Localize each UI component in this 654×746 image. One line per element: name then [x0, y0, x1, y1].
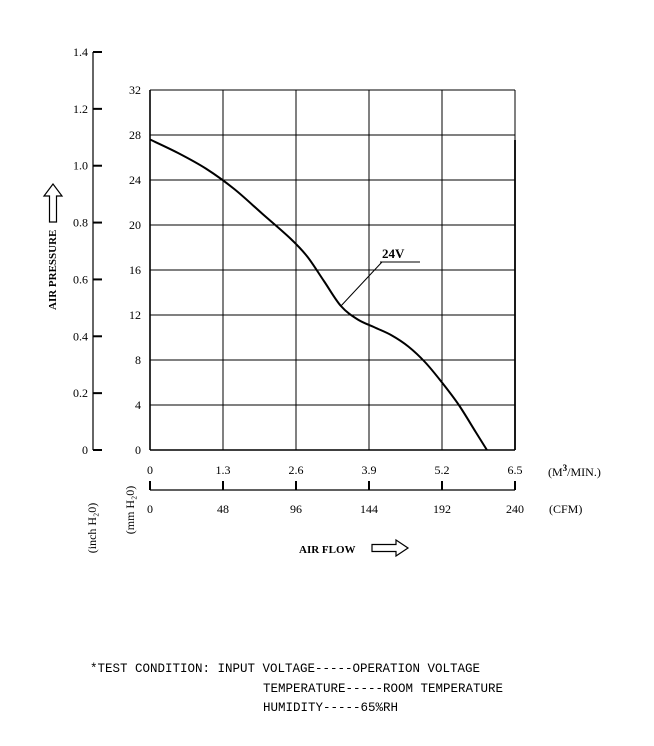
x-secondary-tick-label: 192 [433, 502, 451, 516]
y-secondary-tick-label: 0 [82, 443, 88, 457]
up-arrow-icon [42, 183, 64, 223]
y-primary-tick-label: 28 [129, 128, 141, 142]
y-secondary-unit: (inch H₂0) [85, 503, 99, 554]
test-condition-line3: HUMIDITY-----65%RH [263, 701, 399, 715]
x-primary-tick-label: 1.3 [216, 463, 231, 477]
x-secondary-tick-label: 240 [506, 502, 524, 516]
y-secondary-tick-label: 0.4 [73, 329, 88, 343]
y-primary-tick-label: 0 [135, 443, 141, 457]
x-primary-unit: (M3/MIN.) [548, 463, 601, 479]
x-axis-title-group: AIR FLOW [299, 538, 410, 558]
y-primary-unit: (mm H₂0) [123, 486, 137, 535]
series-label-24v: 24V [382, 246, 405, 261]
test-condition-line2: TEMPERATURE-----ROOM TEMPERATURE [263, 682, 504, 696]
x-primary-tick-label: 2.6 [289, 463, 304, 477]
y-primary-tick-label: 32 [129, 83, 141, 97]
x-primary-tick-label: 5.2 [435, 463, 450, 477]
y-primary-tick-label: 20 [129, 218, 141, 232]
y-secondary-tick-label: 0.6 [73, 272, 88, 286]
x-primary-tick-label: 6.5 [508, 463, 523, 477]
chart-grid [149, 89, 516, 451]
y-axis-title-group: AIR PRESSURE [42, 183, 64, 310]
mm-axis-ticks: 0 4 8 12 16 20 24 28 32 [129, 83, 141, 457]
y-primary-tick-label: 12 [129, 308, 141, 322]
y-primary-tick-label: 4 [135, 398, 141, 412]
inch-axis: 0 0.2 0.4 0.6 0.8 1.0 1.2 1.4 [73, 45, 102, 457]
m3min-axis-ticks: 0 1.3 2.6 3.9 5.2 6.5 [147, 463, 523, 477]
right-arrow-icon [371, 538, 410, 558]
x-secondary-tick-label: 144 [360, 502, 378, 516]
test-condition-line1: *TEST CONDITION: INPUT VOLTAGE-----OPERA… [90, 662, 481, 676]
y-secondary-tick-label: 1.4 [73, 45, 88, 59]
y-secondary-tick-label: 0.8 [73, 216, 88, 230]
x-secondary-tick-label: 96 [290, 502, 302, 516]
y-primary-tick-label: 8 [135, 353, 141, 367]
y-primary-tick-label: 24 [129, 173, 141, 187]
y-axis-title: AIR PRESSURE [47, 230, 59, 310]
x-secondary-unit: (CFM) [549, 502, 582, 516]
y-secondary-tick-label: 1.0 [73, 159, 88, 173]
y-primary-tick-label: 16 [129, 263, 141, 277]
y-secondary-tick-label: 0.2 [73, 386, 88, 400]
series-label-leader [340, 261, 383, 307]
x-axis-title: AIR FLOW [299, 544, 356, 556]
y-secondary-tick-label: 1.2 [73, 102, 88, 116]
x-secondary-tick-label: 48 [217, 502, 229, 516]
cfm-axis: 0 48 96 144 192 240 [147, 481, 524, 516]
x-primary-tick-label: 0 [147, 463, 153, 477]
x-primary-tick-label: 3.9 [362, 463, 377, 477]
series-line-24v [149, 138, 488, 451]
x-secondary-tick-label: 0 [147, 502, 153, 516]
